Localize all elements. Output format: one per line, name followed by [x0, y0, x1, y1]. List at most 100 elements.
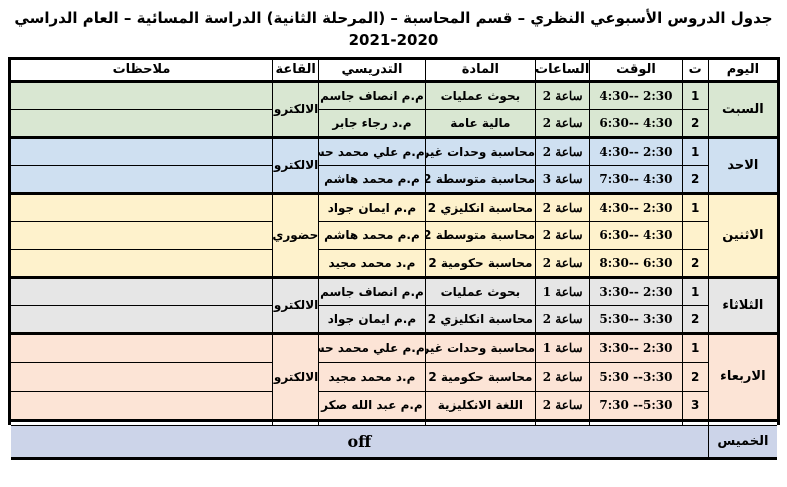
instructor-cell: م.م محمد هاشم [318, 164, 426, 194]
subject-cell: بحوث عمليات [424, 275, 537, 306]
hours-cell: 2 ساعة [535, 79, 591, 110]
hours-cell: 2 ساعة [535, 220, 591, 250]
table-row: 2 6:30-- 4:30 2 ساعة مالية عامة م.د رجاء… [8, 108, 779, 138]
seq-cell: 2 [681, 108, 709, 138]
hours-cell: 3 ساعة [535, 164, 591, 194]
notes-cell [8, 390, 274, 421]
instructor-cell: م.م انصاف جاسم [318, 275, 426, 306]
col-header-notes: ملاحظات [8, 57, 274, 82]
instructor-cell: م.د رجاء جابر [318, 108, 426, 138]
seq-cell: 2 [681, 164, 709, 194]
seq-cell: 2 [681, 248, 709, 278]
room-cell: الالكتروني [272, 79, 320, 138]
day-cell-tuesday: الثلاثاء [707, 275, 780, 334]
time-cell: 8:30-- 6:30 [589, 248, 683, 278]
hours-cell: 2 ساعة [535, 108, 591, 138]
time-cell: 6:30-- 4:30 [589, 108, 683, 138]
table-row: الاربعاء 1 3:30-- 2:30 1 ساعة محاسبة وحد… [8, 331, 780, 421]
room-cell: الالكتروني [272, 135, 320, 194]
time-cell: 4:30-- 2:30 [589, 79, 683, 110]
notes-cell [8, 275, 274, 306]
table-row: 2 5:30 --3:30 2 ساعة محاسبة حكومية 2 م.د… [8, 361, 779, 392]
time-cell: 7:30 --5:30 [589, 390, 683, 421]
table-row: 6:30-- 4:30 2 ساعة محاسبة متوسطة 2 م.م م… [8, 220, 779, 250]
hours-cell: 2 ساعة [535, 191, 591, 222]
time-cell: 5:30 --3:30 [589, 361, 683, 392]
day-cell-thursday: الخميس [707, 424, 781, 459]
table-row: الاحد 1 4:30-- 2:30 2 ساعة محاسبة وحدات … [8, 135, 780, 194]
seq-cell: 2 [681, 361, 709, 392]
table-row: 3 7:30 --5:30 2 ساعة اللغة الانكليزية م.… [8, 390, 779, 421]
notes-cell [8, 248, 274, 278]
instructor-cell: م.م عبد الله صكر [318, 390, 426, 421]
col-header-time: الوقت [589, 57, 683, 82]
table-row: الثلاثاء 1 3:30-- 2:30 1 ساعة بحوث عمليا… [8, 275, 780, 334]
notes-cell [8, 164, 274, 194]
subject-cell: بحوث عمليات [424, 79, 537, 110]
page-title-year: 2021-2020 [348, 30, 439, 49]
notes-cell [8, 108, 274, 138]
col-header-num: ت [681, 57, 709, 82]
notes-cell [8, 79, 274, 110]
day-cell-monday: الاثنين [707, 191, 780, 278]
time-cell: 3:30-- 2:30 [589, 275, 683, 306]
col-header-hours: الساعات [535, 57, 591, 82]
seq-cell: 1 [681, 79, 709, 110]
room-cell: حضوري [272, 191, 320, 278]
notes-cell [8, 220, 274, 250]
col-header-instructor: التدريسي [318, 57, 426, 82]
notes-cell [8, 331, 274, 363]
instructor-cell: م.م ايمان جواد [318, 191, 426, 222]
col-header-subject: المادة [424, 57, 537, 82]
subject-cell: محاسبة حكومية 2 [424, 248, 537, 278]
subject-cell: مالية عامة [424, 108, 537, 138]
seq-cell: 2 [681, 304, 709, 334]
subject-cell: محاسبة وحدات غير ربحية [424, 331, 537, 363]
notes-cell [8, 135, 274, 166]
table-row: الاثنين 1 4:30-- 2:30 2 ساعة محاسبة انكل… [8, 191, 780, 278]
seq-cell: 1 [681, 275, 709, 306]
table-row: 2 8:30-- 6:30 2 ساعة محاسبة حكومية 2 م.د… [8, 248, 779, 278]
hours-cell: 1 ساعة [535, 275, 591, 306]
seq-cell [681, 220, 709, 250]
hours-cell: 2 ساعة [535, 390, 591, 421]
col-header-day: اليوم [707, 57, 780, 82]
instructor-cell: م.م علي محمد حسن [318, 331, 426, 363]
instructor-cell: م.م انصاف جاسم [318, 79, 426, 110]
instructor-cell: م.م ايمان جواد [318, 304, 426, 334]
subject-cell: محاسبة متوسطة 2 [424, 164, 537, 194]
hours-cell: 2 ساعة [535, 248, 591, 278]
time-cell: 4:30-- 2:30 [589, 191, 683, 222]
notes-cell [8, 191, 274, 222]
page-title-text: جدول الدروس الأسبوعي النظري – قسم المحاس… [14, 9, 773, 27]
col-header-room: القاعة [272, 57, 320, 82]
page-title: جدول الدروس الأسبوعي النظري – قسم المحاس… [0, 0, 787, 51]
time-cell: 3:30-- 2:30 [589, 331, 683, 363]
room-cell: الالكتروني [272, 275, 320, 334]
seq-cell: 1 [681, 135, 709, 166]
subject-cell: اللغة الانكليزية [424, 390, 537, 421]
hours-cell: 2 ساعة [535, 135, 591, 166]
table-row-thursday: الخميس off [8, 424, 781, 459]
day-cell-saturday: السبت [707, 79, 780, 138]
subject-cell: محاسبة حكومية 2 [424, 361, 537, 392]
seq-cell: 1 [681, 191, 709, 222]
time-cell: 4:30-- 2:30 [589, 135, 683, 166]
instructor-cell: م.د محمد مجيد [318, 248, 426, 278]
table-row: 2 5:30-- 3:30 2 ساعة محاسبة انكليزي 2 م.… [8, 304, 779, 334]
header-row: اليوم ت الوقت الساعات المادة التدريسي ال… [8, 57, 780, 82]
subject-cell: محاسبة متوسطة 2 [424, 220, 537, 250]
schedule-table: اليوم ت الوقت الساعات المادة التدريسي ال… [8, 56, 781, 460]
seq-cell: 1 [681, 331, 709, 363]
time-cell: 5:30-- 3:30 [589, 304, 683, 334]
instructor-cell: م.د محمد مجيد [318, 361, 426, 392]
time-cell: 6:30-- 4:30 [589, 220, 683, 250]
subject-cell: محاسبة انكليزي 2 [424, 191, 537, 222]
instructor-cell: م.م علي محمد حسن [318, 135, 426, 166]
day-cell-wednesday: الاربعاء [707, 331, 780, 421]
table-row: السبت 1 4:30-- 2:30 2 ساعة بحوث عمليات م… [8, 79, 780, 138]
time-cell: 7:30-- 4:30 [589, 164, 683, 194]
notes-cell [8, 361, 274, 392]
hours-cell: 1 ساعة [535, 331, 591, 363]
